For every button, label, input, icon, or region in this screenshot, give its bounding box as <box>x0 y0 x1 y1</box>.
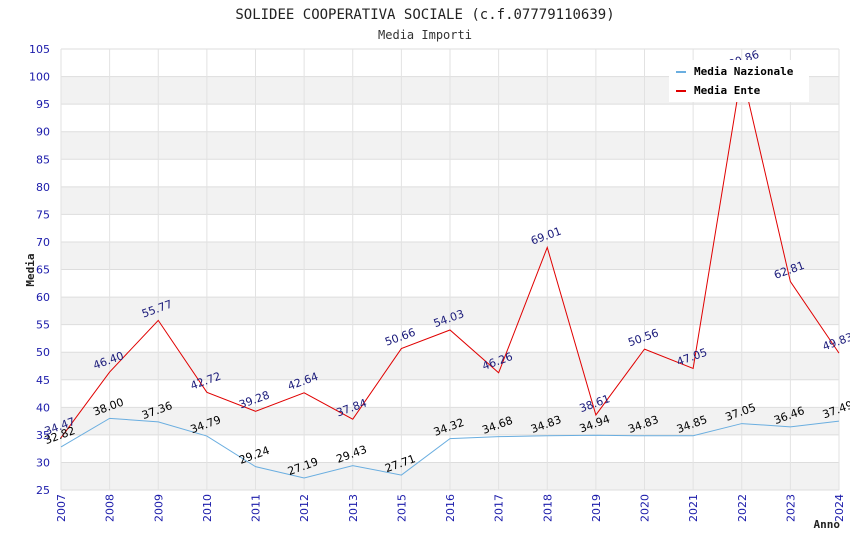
y-tick-label: 25 <box>36 484 50 497</box>
y-tick-label: 90 <box>36 126 50 139</box>
x-tick-label: 2009 <box>152 494 165 522</box>
x-tick-label: 2013 <box>347 494 360 522</box>
series-lines <box>60 71 840 479</box>
chart-subtitle: Media Importi <box>378 28 472 42</box>
x-axis-title: Anno <box>814 518 841 531</box>
x-tick-label: 2010 <box>201 494 214 522</box>
chart-title: SOLIDEE COOPERATIVA SOCIALE (c.f.0777911… <box>235 7 614 23</box>
y-tick-label: 95 <box>36 98 50 111</box>
x-tick-label: 2007 <box>55 494 68 522</box>
x-tick-label: 2022 <box>736 494 749 522</box>
legend-label-media-ente: Media Ente <box>694 84 761 97</box>
x-tick-label: 2024 <box>833 494 846 522</box>
y-tick-label: 55 <box>36 319 50 332</box>
x-tick-label: 2011 <box>250 494 263 522</box>
y-tick-label: 75 <box>36 208 50 221</box>
y-tick-label: 65 <box>36 264 50 277</box>
grid-bands <box>60 48 840 491</box>
y-tick-label: 60 <box>36 291 50 304</box>
x-tick-label: 2012 <box>298 494 311 522</box>
x-tick-label: 2008 <box>104 494 117 522</box>
legend-label-media-nazionale: Media Nazionale <box>694 65 794 78</box>
y-tick-label: 30 <box>36 456 50 469</box>
legend: Media Nazionale Media Ente <box>669 60 809 102</box>
y-tick-label: 50 <box>36 346 50 359</box>
x-tick-label: 2023 <box>784 494 797 522</box>
y-tick-label: 100 <box>29 71 50 84</box>
x-tick-label: 2017 <box>493 494 506 522</box>
y-tick-label: 45 <box>36 374 50 387</box>
y-tick-label: 40 <box>36 401 50 414</box>
y-tick-label: 35 <box>36 429 50 442</box>
y-axis-ticks: 25 30 35 40 45 50 55 60 65 70 75 80 85 90 95 100 105 <box>29 43 50 497</box>
series-line-media-ente <box>60 71 840 439</box>
y-tick-label: 85 <box>36 153 50 166</box>
legend-box <box>669 60 809 102</box>
y-tick-label: 105 <box>29 43 50 56</box>
y-tick-label: 80 <box>36 181 50 194</box>
x-axis-ticks: 2007 2008 2009 2010 2011 2012 2013 2015 2016 2017… <box>55 494 846 522</box>
y-tick-label: 70 <box>36 236 50 249</box>
x-tick-label: 2016 <box>444 494 457 522</box>
x-tick-label: 2020 <box>639 494 652 522</box>
x-tick-label: 2021 <box>687 494 700 522</box>
x-tick-label: 2018 <box>541 494 554 522</box>
x-tick-label: 2015 <box>395 494 408 522</box>
x-tick-label: 2019 <box>590 494 603 522</box>
y-axis-title: Media <box>24 253 37 286</box>
series-line-media-nazionale <box>60 417 840 479</box>
